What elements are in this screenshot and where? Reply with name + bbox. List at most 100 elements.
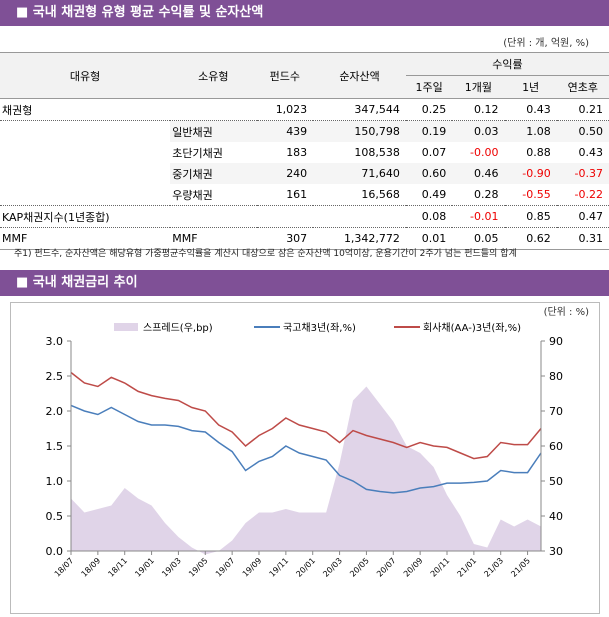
cell-major: KAP채권지수(1년종합) <box>2 210 110 224</box>
x-tick-label: 20/07 <box>375 556 398 579</box>
legend-label: 국고채3년(좌,%) <box>283 322 356 334</box>
cell-y1: 1.08 <box>504 120 557 142</box>
cell-minor <box>170 99 256 121</box>
cell-ytd: -0.37 <box>556 163 609 184</box>
cell-m1: 0.05 <box>474 232 499 245</box>
left-tick-label: 0.5 <box>46 510 64 523</box>
right-tick-label: 90 <box>549 335 563 348</box>
right-tick-label: 70 <box>549 405 563 418</box>
cell-w1: 0.49 <box>421 188 447 201</box>
table-row: KAP채권지수(1년종합) 0.08 -0.01 0.85 0.47 <box>0 206 609 228</box>
header-1y: 1년 <box>504 75 557 99</box>
cell-assets <box>313 206 406 228</box>
right-tick-label: 80 <box>549 370 563 383</box>
cell-minor: 일반채권 <box>170 120 257 142</box>
cell-major <box>0 163 170 184</box>
cell-w1: 0.07 <box>421 146 447 159</box>
cell-minor <box>170 206 256 228</box>
cell-y1: -0.90 <box>504 163 557 184</box>
cell-assets: 16,568 <box>361 188 400 201</box>
cell-y1: 0.62 <box>526 232 551 245</box>
section-header-returns: ■ 국내 채권형 유형 평균 수익률 및 순자산액 <box>0 0 609 26</box>
legend-label: 회사채(AA-)3년(좌,%) <box>423 322 521 334</box>
header-major: 대유형 <box>0 52 171 99</box>
cell-major <box>0 142 170 163</box>
cell-funds: 439 <box>256 120 314 142</box>
x-tick-label: 18/11 <box>106 556 129 579</box>
footnote: 주1) 펀드수, 순자산액은 해당유형 가중평균수익률을 계산시 대상으로 삼은… <box>14 249 517 259</box>
x-tick-label: 19/01 <box>133 556 156 579</box>
cell-funds: 307 <box>286 232 308 245</box>
left-tick-label: 2.0 <box>46 405 64 418</box>
header-ytd: 연초후 <box>556 75 609 99</box>
chart-unit: (단위 : %) <box>544 305 590 318</box>
cell-y1: 0.85 <box>526 210 551 223</box>
x-tick-label: 21/03 <box>482 556 505 579</box>
cell-w1: 0.08 <box>421 210 447 223</box>
spread-area <box>71 386 541 555</box>
header-1w: 1주일 <box>405 75 453 99</box>
header-assets: 순자산액 <box>313 52 406 99</box>
cell-funds <box>257 206 314 228</box>
x-tick-label: 20/03 <box>321 556 344 579</box>
series-line <box>70 371 542 460</box>
chart-container: (단위 : %) 0.0 0.5 1.0 1.5 2.0 2.5 3.0 30 40 50 60 70 8… <box>10 302 600 614</box>
header-returns: 수익률 <box>405 52 609 76</box>
series-line <box>70 404 542 494</box>
section-title: ■ 국내 채권형 유형 평균 수익률 및 순자산액 <box>16 5 264 20</box>
x-tick-label: 19/03 <box>160 556 183 579</box>
table-row: MMF MMF 307 1,342,772 0.01 0.05 0.62 0.31 <box>0 228 609 250</box>
left-tick-label: 2.5 <box>46 370 64 383</box>
unit-label: (단위 : 개, 억원, %) <box>503 38 589 49</box>
x-tick-label: 20/09 <box>402 556 425 579</box>
cell-m1: -0.00 <box>470 146 499 159</box>
cell-funds: 183 <box>286 146 308 159</box>
left-tick-label: 1.5 <box>46 440 64 453</box>
cell-y1: 0.43 <box>526 103 551 116</box>
cell-y1: 0.88 <box>526 146 551 159</box>
cell-major: 채권형 <box>2 103 33 117</box>
cell-funds: 161 <box>286 188 308 201</box>
x-tick-label: 20/05 <box>348 556 371 579</box>
cell-assets: 150,798 <box>313 120 406 142</box>
right-tick-label: 30 <box>549 545 563 558</box>
header-minor: 소유형 <box>170 52 257 99</box>
cell-major: MMF <box>2 232 28 245</box>
cell-ytd: 0.47 <box>578 210 604 223</box>
cell-assets: 71,640 <box>313 163 406 184</box>
cell-m1: 0.28 <box>474 188 499 201</box>
cell-m1: 0.12 <box>474 103 499 116</box>
section-title: ■ 국내 채권금리 추이 <box>16 275 138 290</box>
table-row: 일반채권 439 150,798 0.19 0.03 1.08 0.50 <box>0 120 609 143</box>
cell-m1: -0.01 <box>470 210 499 223</box>
returns-table: 대유형 소유형 펀드수 순자산액 수익률 1주일 1개월 1년 연초후 채권형 1… <box>0 52 609 250</box>
cell-ytd: 0.43 <box>578 146 604 159</box>
cell-ytd: 0.31 <box>578 232 604 245</box>
table-row: 초단기채권 183 108,538 0.07 -0.00 0.88 0.43 <box>0 142 609 163</box>
cell-minor: 중기채권 <box>170 163 257 184</box>
header-funds: 펀드수 <box>256 52 314 99</box>
cell-minor: 초단기채권 <box>172 146 223 160</box>
cell-assets: 1,342,772 <box>343 232 400 245</box>
legend-swatch <box>114 323 138 331</box>
x-tick-label: 20/11 <box>429 556 452 579</box>
cell-minor: 우량채권 <box>172 188 213 202</box>
cell-major <box>0 184 170 206</box>
table-row: 중기채권 240 71,640 0.60 0.46 -0.90 -0.37 <box>0 163 609 184</box>
cell-ytd: 0.50 <box>556 120 609 142</box>
cell-y1: -0.55 <box>522 188 551 201</box>
x-tick-label: 21/01 <box>456 556 479 579</box>
cell-m1: 0.03 <box>452 120 505 142</box>
cell-assets: 347,544 <box>354 103 400 116</box>
table-row: 채권형 1,023 347,544 0.25 0.12 0.43 0.21 <box>0 99 609 121</box>
x-tick-label: 19/09 <box>241 556 264 579</box>
cell-major <box>0 121 170 143</box>
rate-chart: (단위 : %) 0.0 0.5 1.0 1.5 2.0 2.5 3.0 30 40 50 60 70 8… <box>46 305 590 579</box>
header-1m: 1개월 <box>452 75 505 99</box>
right-tick-label: 50 <box>549 475 563 488</box>
x-tick-label: 18/09 <box>80 556 103 579</box>
cell-w1: 0.60 <box>405 163 453 184</box>
x-tick-label: 19/07 <box>214 556 237 579</box>
cell-minor: MMF <box>172 232 198 245</box>
section-header-rates: ■ 국내 채권금리 추이 <box>0 270 609 296</box>
